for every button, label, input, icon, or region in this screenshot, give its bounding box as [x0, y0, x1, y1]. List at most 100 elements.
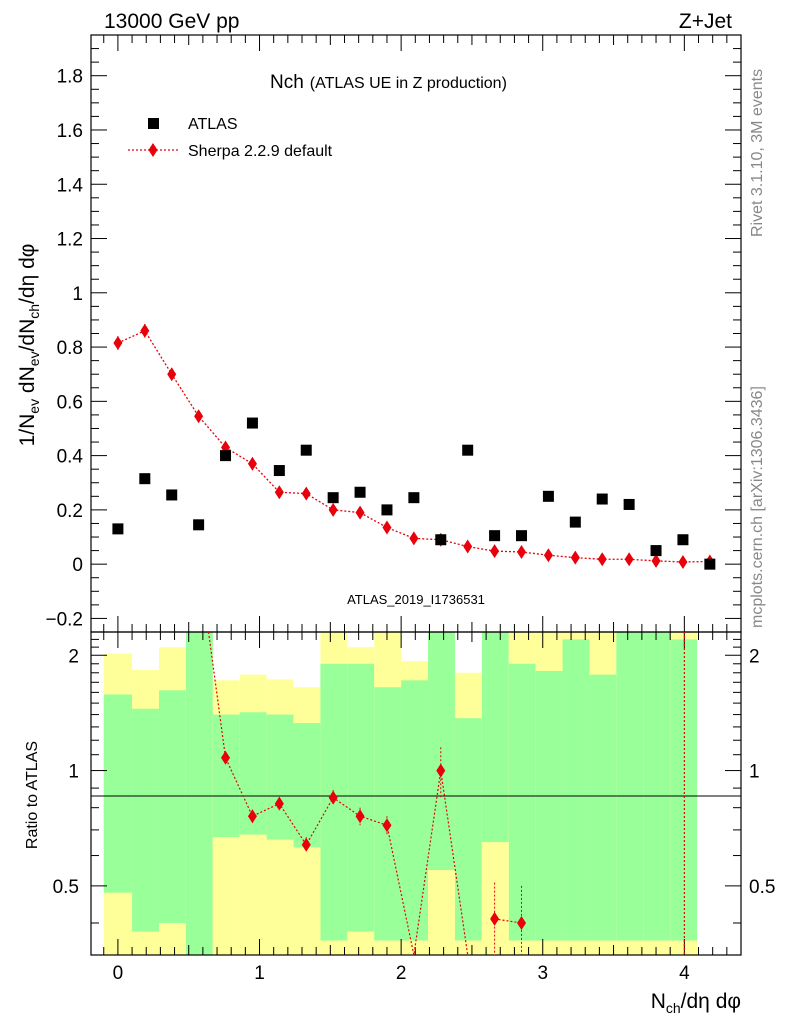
sherpa-point [113, 335, 123, 350]
band-outer-foot [347, 940, 375, 955]
band-inner-bin [508, 663, 536, 941]
band-inner-bin [293, 723, 321, 848]
legend-label-sherpa: Sherpa 2.2.9 default [188, 143, 333, 160]
ratio-series [207, 631, 685, 956]
y-tick-label: 1.2 [57, 230, 83, 251]
sherpa-point [382, 520, 392, 535]
band-inner-bin [562, 639, 590, 941]
atlas-point [569, 516, 581, 528]
atlas-point [246, 417, 258, 429]
sherpa-point [543, 548, 553, 563]
y-tick-label: 0.8 [57, 338, 83, 359]
sherpa-point [651, 553, 661, 568]
ratio-y-tick-label: 0.5 [53, 877, 79, 898]
band-inner-bin [132, 708, 159, 932]
atlas-point [354, 486, 366, 498]
ratio-point [517, 915, 527, 930]
ratio-point [274, 796, 284, 811]
band-outer-foot [158, 940, 186, 955]
mcplots-label: mcplots.cern.ch [arXiv:1306.3436] [749, 386, 766, 628]
sherpa-point [140, 323, 150, 338]
sherpa-point [570, 550, 580, 565]
ratio-point [490, 911, 500, 926]
legend: ATLAS Sherpa 2.2.9 default [128, 116, 333, 160]
y-tick-label: 0.4 [57, 447, 84, 468]
x-tick-label: 2 [396, 963, 407, 984]
atlas-point [435, 534, 447, 546]
sherpa-point [274, 485, 284, 500]
legend-marker-sherpa [148, 143, 158, 157]
sherpa-point [597, 552, 607, 567]
y-tick-label: 1.4 [57, 175, 84, 196]
ratio-point [382, 818, 392, 833]
ratio-axis-ticks: 0.5 0.5 1 1 2 2 [53, 638, 775, 924]
band-inner-bin [266, 714, 294, 840]
ratio-point [328, 790, 338, 805]
band-inner-bin [535, 670, 563, 941]
atlas-point [623, 498, 635, 510]
atlas-point [273, 465, 285, 477]
atlas-point [220, 450, 232, 462]
energy-title: 13000 GeV pp [104, 10, 239, 33]
band-inner-bin [212, 714, 240, 838]
mc-series [113, 323, 715, 569]
legend-marker-atlas [148, 118, 159, 129]
sherpa-point [624, 552, 634, 567]
y-tick-label: 1.6 [57, 121, 83, 142]
atlas-point [139, 473, 151, 485]
band-inner-bin [481, 632, 509, 843]
band-inner-bin [589, 674, 617, 941]
x-tick-label: 1 [254, 963, 265, 984]
ratio-point [355, 809, 365, 824]
plot-title: Nch (ATLAS UE in Z production) [270, 72, 507, 93]
band-inner-bin [643, 632, 671, 941]
atlas-point [112, 523, 124, 535]
sherpa-point [463, 539, 473, 554]
x-tick-label: 3 [537, 963, 548, 984]
atlas-point [166, 489, 178, 501]
atlas-point [677, 534, 689, 546]
rivet-label: Rivet 3.1.10, 3M events [749, 69, 766, 237]
y-tick-label: 1 [72, 284, 83, 305]
band-outer-foot [481, 842, 509, 955]
band-inner-bin [670, 639, 698, 941]
sherpa-point [301, 486, 311, 501]
sherpa-point [167, 367, 177, 382]
ratio-y-tick-label: 1 [68, 762, 79, 783]
atlas-point [193, 519, 205, 531]
band-inner-bin [158, 690, 186, 923]
sherpa-point [678, 554, 688, 569]
band-outer-foot [266, 839, 294, 955]
ratio-y-axis-title: Ratio to ATLAS [24, 741, 41, 849]
sherpa-point [247, 456, 257, 471]
atlas-point [516, 530, 528, 542]
atlas-point [408, 492, 420, 504]
atlas-point [327, 492, 339, 504]
y-tick-label: −0.2 [45, 609, 83, 630]
atlas-point [462, 444, 474, 456]
ratio-plot-frame [90, 631, 742, 956]
atlas-point [704, 558, 716, 570]
ratio-y-tick-label-right: 0.5 [749, 877, 775, 898]
ratio-y-tick-label-right: 2 [749, 646, 760, 667]
sherpa-point [355, 505, 365, 520]
atlas-point [489, 530, 501, 542]
sherpa-point [194, 409, 204, 424]
y-tick-label: 1.8 [57, 67, 83, 88]
atlas-point [381, 504, 393, 516]
sherpa-point [490, 544, 500, 559]
band-inner-bin [347, 663, 375, 932]
ratio-y-tick-label: 2 [68, 646, 79, 667]
ratio-point [221, 750, 231, 765]
y-tick-label: 0.6 [57, 392, 83, 413]
y-tick-label: 0.2 [57, 501, 83, 522]
main-axis-ticks: −0.2 0 0.2 0.4 0.6 0.8 1 1.2 1.4 1.6 1.8 0 1 2 3 4 [45, 35, 742, 984]
band-outer-foot [132, 931, 159, 955]
ratio-point [301, 837, 311, 852]
sherpa-point [409, 531, 419, 546]
band-inner-bin [616, 632, 644, 941]
band-inner-bin [103, 694, 133, 893]
process-title: Z+Jet [679, 10, 732, 33]
band-outer-foot [293, 847, 321, 955]
